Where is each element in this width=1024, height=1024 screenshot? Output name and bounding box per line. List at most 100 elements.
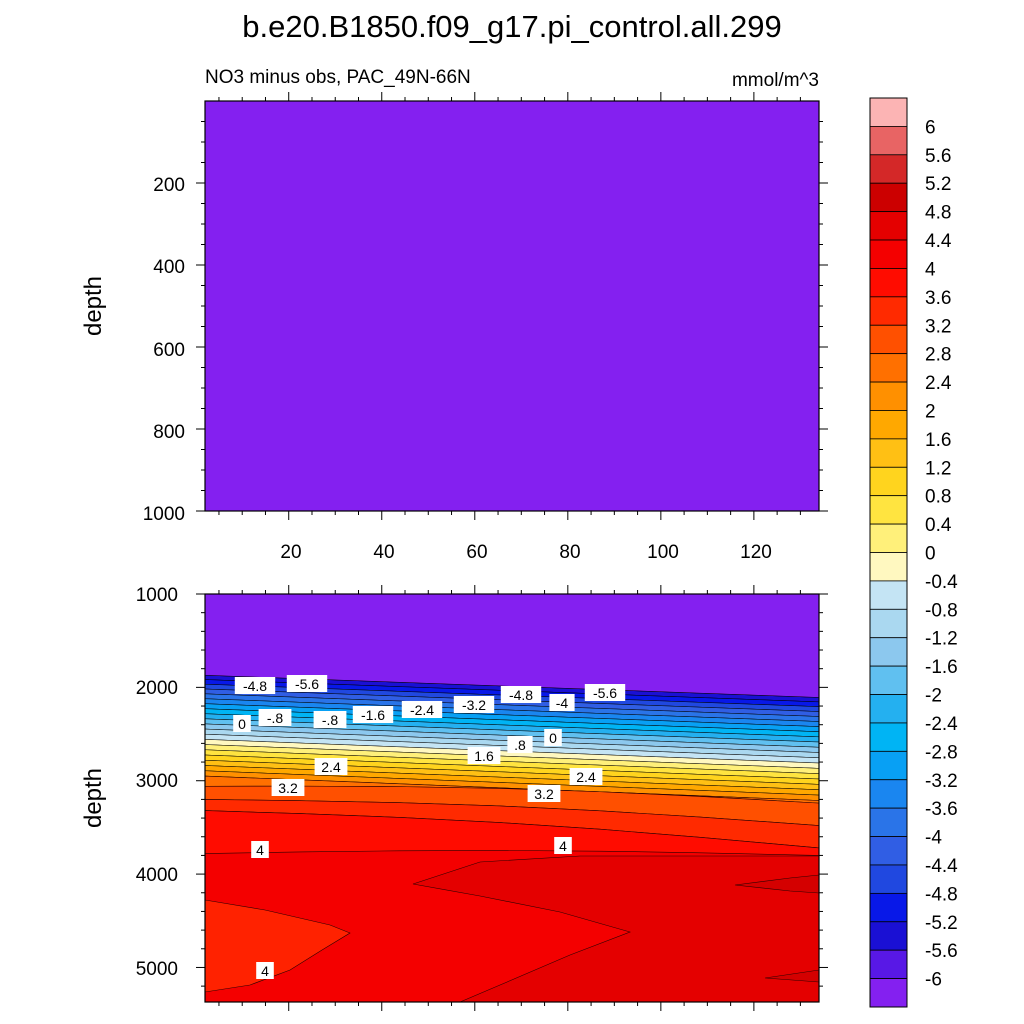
colorbar-box — [869, 523, 908, 553]
contour-label: -4.8 — [243, 678, 267, 694]
lower-panel: 1000 2000 3000 4000 5000 depth -4.8 -5.60… — [80, 585, 828, 1011]
contour-band — [205, 810, 819, 856]
colorbar-box — [869, 324, 908, 355]
colorbar-label: 5.2 — [925, 174, 951, 195]
xtick-label: 80 — [559, 542, 580, 563]
contour-label-box — [549, 694, 575, 711]
colorbar-box — [869, 750, 908, 781]
colorbar-label: -0.8 — [925, 600, 958, 621]
colorbar-label: 0.8 — [925, 487, 951, 508]
contour-label-box — [453, 696, 495, 713]
chart-title: b.e20.B1850.f09_g17.pi_control.all.299 — [242, 9, 782, 44]
colorbar-box — [869, 608, 908, 639]
lower-tick-marks — [196, 585, 828, 1011]
contour-label-box — [314, 758, 348, 775]
contour-label-box — [352, 706, 394, 723]
colorbar-box — [869, 239, 908, 269]
contour-label-box — [401, 701, 443, 718]
contour-labels: -4.8 -5.6 0 -.8 -.8 -1.6 -2.4 -3.2 -4.8 -4 -5.6 0 .8… — [233, 675, 626, 979]
upper-panel-frame — [204, 100, 820, 512]
contour-label: 3.2 — [534, 786, 554, 802]
colorbar-label: 3.6 — [925, 288, 951, 309]
contour-label-box — [569, 768, 603, 785]
colorbar-box — [869, 126, 908, 156]
colorbar-box — [869, 182, 908, 213]
contour-label-box — [467, 747, 501, 764]
colorbar-label: 2.8 — [925, 345, 951, 366]
contour-label: -5.6 — [593, 685, 617, 701]
colorbar-box — [869, 978, 908, 1008]
colorbar-label: 2 — [925, 401, 936, 422]
colorbar-box — [869, 552, 908, 582]
upper-ytick-label: 600 — [153, 340, 185, 361]
colorbar-box — [869, 892, 908, 923]
colorbar-label: 3.2 — [925, 316, 951, 337]
contour-label: -2.4 — [410, 702, 434, 718]
colorbar-box — [869, 921, 908, 951]
colorbar-label: 0.4 — [925, 515, 952, 536]
colorbar-box — [869, 807, 908, 837]
contour-label: .8 — [514, 737, 526, 753]
colorbar-label: -2 — [925, 686, 942, 707]
colorbar-label: -0.4 — [925, 572, 958, 593]
colorbar-label: 5.6 — [925, 146, 951, 167]
contour-label-box — [271, 779, 305, 796]
contour-label: -1.6 — [361, 707, 385, 723]
xtick-label: 40 — [373, 542, 394, 563]
field-4.4-4.8 — [412, 855, 819, 1002]
colorbar-box — [869, 353, 908, 383]
colorbar-label: 6 — [925, 117, 936, 138]
contour-label: -5.6 — [295, 676, 319, 692]
contour-label-box — [500, 686, 542, 703]
lower-ytick-label: 2000 — [136, 678, 178, 699]
colorbar-label: 4 — [925, 259, 936, 280]
xtick-label: 120 — [740, 542, 772, 563]
colorbar-label: -4 — [925, 828, 942, 849]
colorbar-label: -1.6 — [925, 657, 958, 678]
units-label: mmol/m^3 — [732, 70, 819, 91]
contour-label: 4 — [559, 838, 567, 854]
upper-ytick-label: 200 — [153, 175, 185, 196]
contour-label-box — [544, 729, 562, 746]
contour-label: 3.2 — [278, 780, 298, 796]
lower-ytick-label: 1000 — [136, 585, 178, 606]
contour-label: 1.6 — [474, 748, 494, 764]
contour-bands — [205, 594, 819, 856]
contour-label: 0 — [238, 716, 246, 732]
lower-ytick-label: 5000 — [136, 959, 178, 980]
colorbar-label: -5.6 — [925, 941, 958, 962]
xtick-label: 60 — [466, 542, 487, 563]
upper-ytick-label: 1000 — [143, 504, 185, 525]
colorbar-boxes — [869, 97, 908, 1008]
colorbar-box — [869, 438, 908, 468]
contour-label: -.8 — [322, 712, 339, 728]
colorbar-box — [869, 694, 908, 724]
colorbar-label: -1.2 — [925, 629, 958, 650]
contour-label-box — [507, 736, 533, 753]
contour-label-box — [527, 785, 561, 802]
colorbar-label: -6 — [925, 970, 942, 991]
contour-label-box — [554, 837, 572, 854]
colorbar-label: 1.2 — [925, 458, 951, 479]
colorbar-frame — [869, 97, 908, 1008]
colorbar-box — [869, 836, 908, 866]
contour-band-min — [205, 594, 819, 698]
lower-ytick-label: 3000 — [136, 771, 178, 792]
colorbar-label: -3.6 — [925, 799, 958, 820]
colorbar-box — [869, 722, 908, 752]
colorbar-label: -5.2 — [925, 913, 958, 934]
contour-label-box — [233, 715, 251, 732]
contour-label: 4 — [256, 842, 264, 858]
lower-ytick-label: 4000 — [136, 865, 178, 886]
colorbar-box — [869, 637, 908, 667]
lower-panel-frame — [204, 593, 820, 1003]
colorbar-label: -4.8 — [925, 884, 958, 905]
colorbar-label: -2.4 — [925, 714, 958, 735]
colorbar-box — [869, 864, 908, 894]
upper-panel: 200 400 600 800 1000 20 40 60 80 100 120… — [80, 92, 828, 563]
colorbar-label: -4.4 — [925, 856, 958, 877]
upper-tick-marks — [196, 92, 828, 520]
contour-label-box — [256, 962, 274, 979]
colorbar-labels: 6 5.6 5.2 4.8 4.4 4 3.6 3.2 2.8 2.4 2 1.6 1.2 0.8 0.4 0… — [925, 117, 958, 990]
colorbar-label: 0 — [925, 544, 936, 565]
